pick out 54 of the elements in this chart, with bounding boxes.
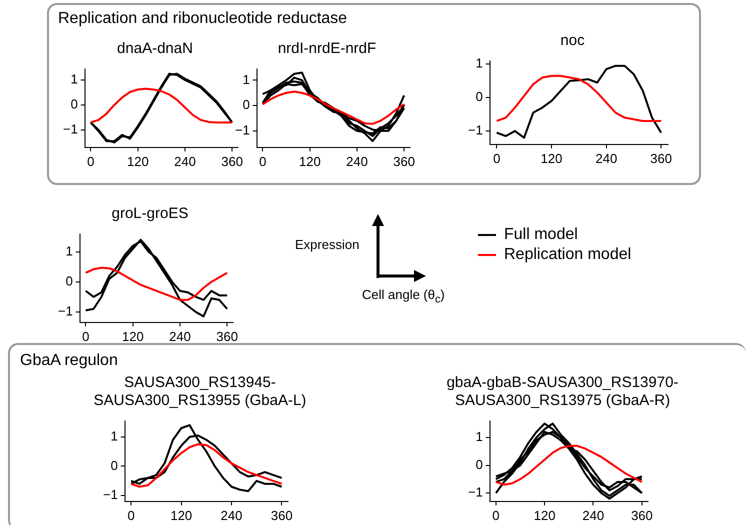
x-tick-label: 0 — [82, 328, 90, 344]
y-tick-label: 0 — [476, 89, 483, 104]
x-tick-label: 120 — [298, 154, 321, 169]
x-tick-label: 360 — [221, 154, 243, 169]
x-tick-label: 360 — [393, 154, 415, 169]
x-tick-label: 120 — [122, 328, 144, 344]
y-tick-label: 1 — [110, 428, 118, 444]
x-tick-label: 0 — [87, 154, 94, 169]
x-tick-label: 240 — [174, 154, 196, 169]
x-tick-label: 240 — [595, 150, 618, 166]
x-tick-label: 360 — [650, 150, 672, 166]
y-tick-label: −1 — [468, 122, 483, 138]
x-tick-label: 360 — [216, 328, 238, 344]
chart-title: dnaA-dnaN — [117, 40, 193, 58]
y-tick-label: 0 — [476, 456, 483, 472]
x-tick-label: 240 — [582, 508, 604, 523]
x-tick-label: 360 — [631, 508, 653, 523]
chart-title: noc — [560, 32, 585, 50]
x-tick-label: 240 — [220, 508, 242, 523]
y-tick-label: 1 — [66, 243, 73, 258]
y-tick-label: −1 — [102, 487, 118, 502]
chart-title: SAUSA300_RS13945-SAUSA300_RS13955 (GbaA-L) — [92, 374, 308, 410]
y-tick-label: 1 — [70, 72, 78, 87]
x-tick-label: 240 — [169, 328, 191, 344]
text: GbaA regulon — [20, 352, 118, 370]
x-tick-label: 0 — [493, 150, 500, 166]
text: Replication and ribonucleotide reductase — [58, 10, 348, 28]
y-tick-label: 1 — [476, 429, 483, 444]
x-tick-label: 0 — [492, 508, 500, 523]
legend-label: Replication model — [503, 245, 632, 265]
x-tick-label: 120 — [540, 150, 562, 166]
chart-title: groL-groES — [112, 205, 188, 223]
y-tick-label: 0 — [242, 97, 250, 112]
x-tick-label: 120 — [534, 508, 556, 523]
x-tick-label: 120 — [126, 154, 149, 169]
chart-title: gbaA-gbaB-SAUSA300_RS13970-SAUSA300_RS13975 (GbaA-R) — [446, 374, 680, 410]
y-tick-label: −1 — [62, 122, 78, 137]
text: Cell angle (θ$_{c}$) — [362, 287, 445, 306]
y-tick-label: −1 — [234, 122, 250, 138]
x-tick-label: 0 — [127, 508, 135, 523]
text: Expression — [295, 237, 360, 252]
y-tick-label: 1 — [242, 72, 250, 87]
chart-title: nrdI-nrdE-nrdF — [278, 40, 376, 58]
x-tick-label: 360 — [270, 508, 293, 523]
y-tick-label: −1 — [58, 303, 73, 318]
x-tick-label: 120 — [170, 508, 192, 523]
y-tick-label: 0 — [110, 458, 118, 473]
x-tick-label: 240 — [346, 154, 368, 169]
y-tick-label: −1 — [468, 484, 483, 500]
y-tick-label: 0 — [70, 96, 78, 112]
y-tick-label: 1 — [476, 56, 483, 71]
legend-label: Full model — [503, 225, 579, 245]
x-tick-label: 0 — [259, 154, 266, 169]
y-tick-label: 0 — [66, 273, 73, 288]
